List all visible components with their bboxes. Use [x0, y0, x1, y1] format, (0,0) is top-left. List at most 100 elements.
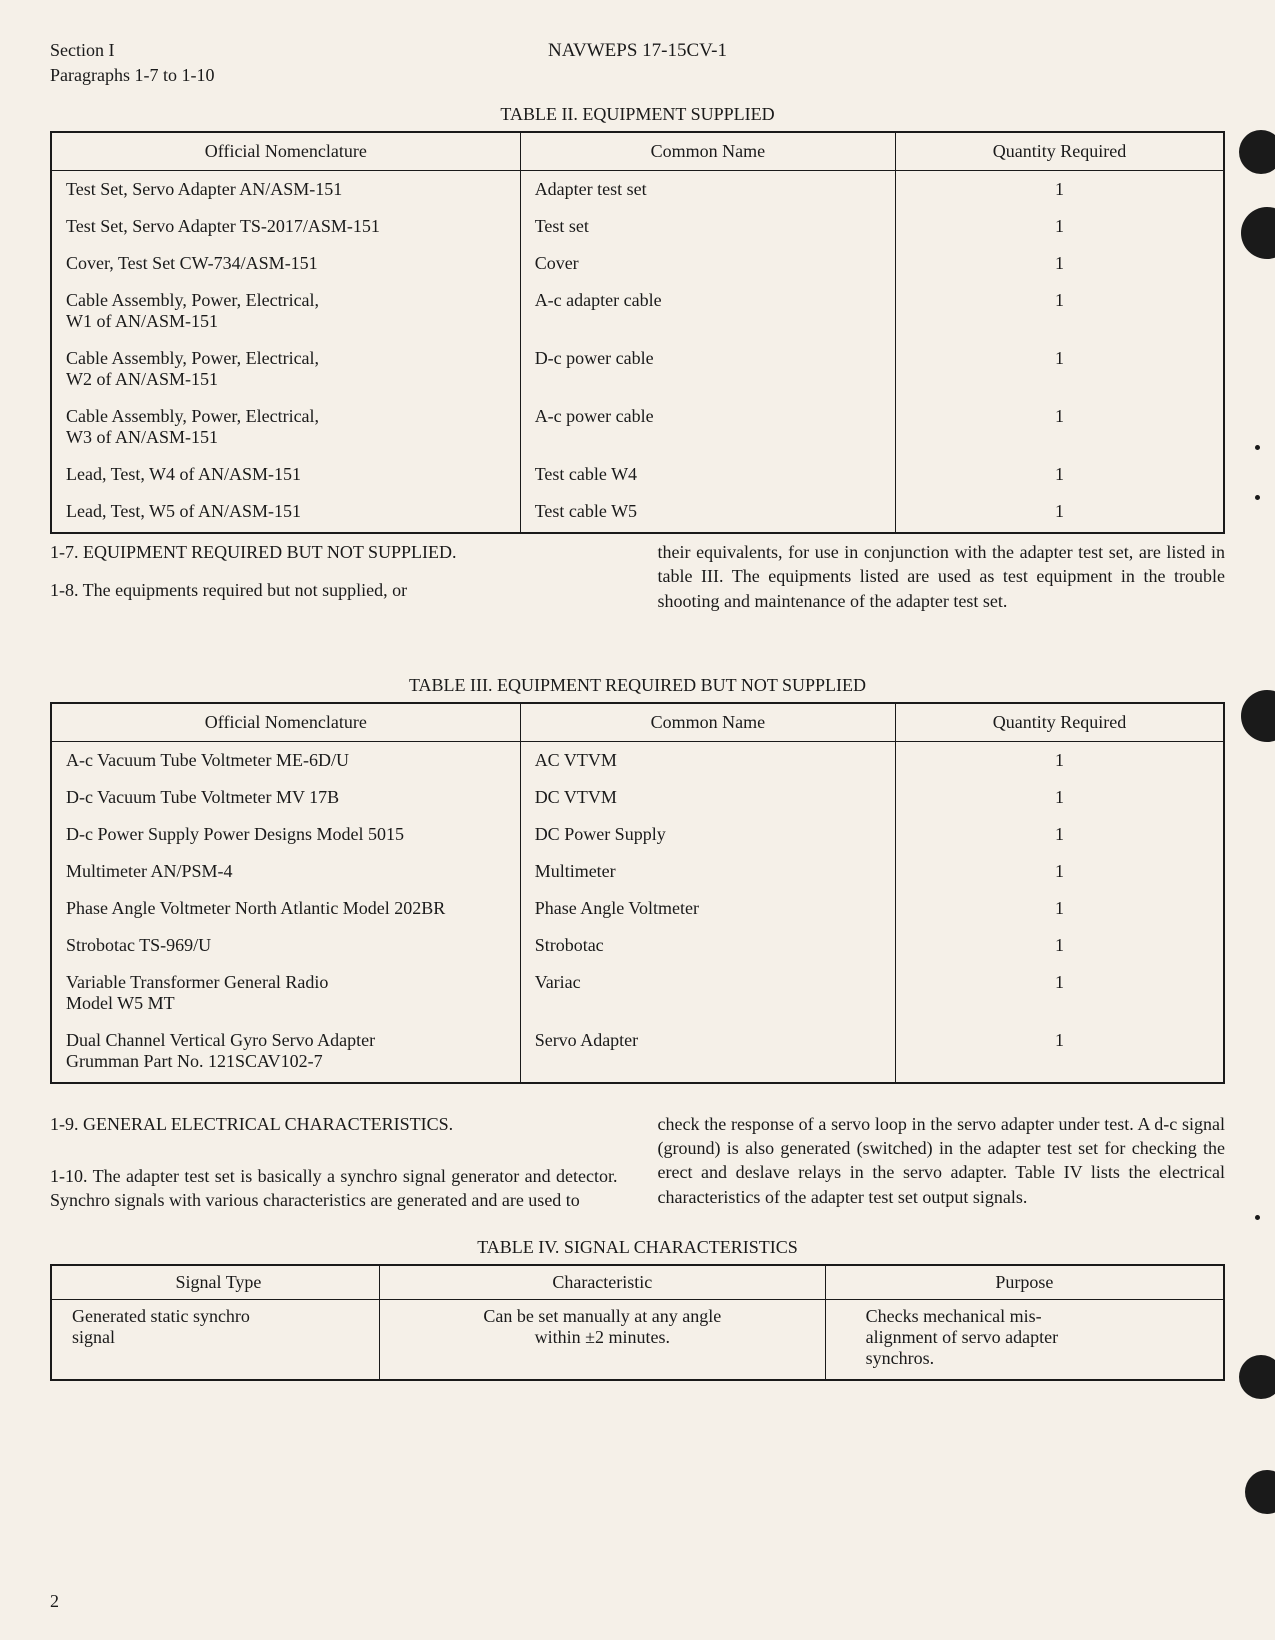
table3-header-nomenclature: Official Nomenclature	[51, 703, 520, 742]
para-1-10-continued: check the response of a servo loop in th…	[658, 1112, 1226, 1209]
table-cell: 1	[896, 456, 1224, 493]
table-cell: Test Set, Servo Adapter AN/ASM-151	[51, 171, 520, 209]
table-cell: A-c adapter cable	[520, 282, 895, 340]
table-row: A-c Vacuum Tube Voltmeter ME-6D/UAC VTVM…	[51, 741, 1224, 779]
table-cell: Phase Angle Voltmeter	[520, 890, 895, 927]
punch-hole	[1239, 130, 1275, 174]
table-cell: 1	[896, 208, 1224, 245]
table-cell: Test set	[520, 208, 895, 245]
table2-title: TABLE II. EQUIPMENT SUPPLIED	[50, 104, 1225, 125]
table-cell: 1	[896, 964, 1224, 1022]
table-cell: Cable Assembly, Power, Electrical, W3 of…	[51, 398, 520, 456]
table-cell: Variac	[520, 964, 895, 1022]
table-cell: Multimeter	[520, 853, 895, 890]
table-row: Cable Assembly, Power, Electrical, W2 of…	[51, 340, 1224, 398]
table3-header-quantity: Quantity Required	[896, 703, 1224, 742]
table-row: Cover, Test Set CW-734/ASM-151Cover1	[51, 245, 1224, 282]
table-row: Test Set, Servo Adapter AN/ASM-151Adapte…	[51, 171, 1224, 209]
table-cell: 1	[896, 853, 1224, 890]
table-row: Dual Channel Vertical Gyro Servo Adapter…	[51, 1022, 1224, 1083]
table3: Official Nomenclature Common Name Quanti…	[50, 702, 1225, 1084]
para-1-10: 1-10. The adapter test set is basically …	[50, 1164, 618, 1213]
para-1-9-heading: 1-9. GENERAL ELECTRICAL CHARACTERISTICS.	[50, 1112, 618, 1136]
table-cell: 1	[896, 171, 1224, 209]
table4-header-signal-type: Signal Type	[51, 1265, 379, 1300]
table-cell: 1	[896, 890, 1224, 927]
table-row: D-c Power Supply Power Designs Model 501…	[51, 816, 1224, 853]
body-text-2: 1-9. GENERAL ELECTRICAL CHARACTERISTICS.…	[50, 1112, 1225, 1227]
table-row: D-c Vacuum Tube Voltmeter MV 17BDC VTVM1	[51, 779, 1224, 816]
page-header: Section I NAVWEPS 17-15CV-1	[50, 40, 1225, 61]
table-cell: D-c power cable	[520, 340, 895, 398]
table-cell: A-c power cable	[520, 398, 895, 456]
para-1-8: 1-8. The equipments required but not sup…	[50, 578, 618, 602]
table2-header-quantity: Quantity Required	[896, 132, 1224, 171]
table4-header-purpose: Purpose	[825, 1265, 1224, 1300]
table-cell: Adapter test set	[520, 171, 895, 209]
punch-hole	[1239, 1355, 1275, 1399]
table-row: Variable Transformer General Radio Model…	[51, 964, 1224, 1022]
table-cell: Phase Angle Voltmeter North Atlantic Mod…	[51, 890, 520, 927]
table-row: Multimeter AN/PSM-4Multimeter1	[51, 853, 1224, 890]
table-cell: Variable Transformer General Radio Model…	[51, 964, 520, 1022]
table-cell: 1	[896, 741, 1224, 779]
table-cell: Cable Assembly, Power, Electrical, W1 of…	[51, 282, 520, 340]
table-cell: Cover	[520, 245, 895, 282]
table4: Signal Type Characteristic Purpose Gener…	[50, 1264, 1225, 1381]
table-cell: DC Power Supply	[520, 816, 895, 853]
punch-hole	[1241, 690, 1275, 742]
table-cell: AC VTVM	[520, 741, 895, 779]
page-number: 2	[50, 1591, 59, 1612]
para-1-8-continued: their equivalents, for use in conjunctio…	[658, 540, 1226, 613]
table-cell: D-c Vacuum Tube Voltmeter MV 17B	[51, 779, 520, 816]
section-label: Section I	[50, 40, 115, 61]
table-row: Lead, Test, W5 of AN/ASM-151Test cable W…	[51, 493, 1224, 533]
table-cell: Cover, Test Set CW-734/ASM-151	[51, 245, 520, 282]
table2-header-common-name: Common Name	[520, 132, 895, 171]
table2: Official Nomenclature Common Name Quanti…	[50, 131, 1225, 534]
table2-header-nomenclature: Official Nomenclature	[51, 132, 520, 171]
table-cell: Lead, Test, W4 of AN/ASM-151	[51, 456, 520, 493]
table-cell: Generated static synchro signal	[51, 1299, 379, 1380]
table-cell: 1	[896, 493, 1224, 533]
mark	[1255, 1215, 1260, 1220]
table-row: Phase Angle Voltmeter North Atlantic Mod…	[51, 890, 1224, 927]
paragraphs-label: Paragraphs 1-7 to 1-10	[50, 65, 1225, 86]
table-cell: Checks mechanical mis- alignment of serv…	[825, 1299, 1224, 1380]
table-row: Cable Assembly, Power, Electrical, W3 of…	[51, 398, 1224, 456]
table-cell: Test cable W4	[520, 456, 895, 493]
doc-number: NAVWEPS 17-15CV-1	[548, 40, 727, 62]
mark	[1255, 495, 1260, 500]
table-row: Lead, Test, W4 of AN/ASM-151Test cable W…	[51, 456, 1224, 493]
table-cell: 1	[896, 816, 1224, 853]
table-row: Strobotac TS-969/UStrobotac1	[51, 927, 1224, 964]
table-cell: DC VTVM	[520, 779, 895, 816]
table-cell: 1	[896, 927, 1224, 964]
table-row: Cable Assembly, Power, Electrical, W1 of…	[51, 282, 1224, 340]
table-cell: Test Set, Servo Adapter TS-2017/ASM-151	[51, 208, 520, 245]
table4-header-characteristic: Characteristic	[379, 1265, 825, 1300]
table-cell: Servo Adapter	[520, 1022, 895, 1083]
table-cell: Strobotac TS-969/U	[51, 927, 520, 964]
table-cell: Dual Channel Vertical Gyro Servo Adapter…	[51, 1022, 520, 1083]
para-1-7-heading: 1-7. EQUIPMENT REQUIRED BUT NOT SUPPLIED…	[50, 540, 618, 564]
table-cell: Can be set manually at any angle within …	[379, 1299, 825, 1380]
table-row: Test Set, Servo Adapter TS-2017/ASM-151T…	[51, 208, 1224, 245]
table-cell: 1	[896, 398, 1224, 456]
table-cell: 1	[896, 245, 1224, 282]
table4-title: TABLE IV. SIGNAL CHARACTERISTICS	[50, 1237, 1225, 1258]
table-cell: 1	[896, 1022, 1224, 1083]
table-cell: 1	[896, 282, 1224, 340]
table-cell: Lead, Test, W5 of AN/ASM-151	[51, 493, 520, 533]
table-row: Generated static synchro signalCan be se…	[51, 1299, 1224, 1380]
table-cell: 1	[896, 340, 1224, 398]
table-cell: Cable Assembly, Power, Electrical, W2 of…	[51, 340, 520, 398]
table3-title: TABLE III. EQUIPMENT REQUIRED BUT NOT SU…	[50, 675, 1225, 696]
table3-header-common-name: Common Name	[520, 703, 895, 742]
punch-hole	[1245, 1470, 1275, 1514]
table-cell: Strobotac	[520, 927, 895, 964]
table-cell: Test cable W5	[520, 493, 895, 533]
table-cell: 1	[896, 779, 1224, 816]
punch-hole	[1241, 207, 1275, 259]
table-cell: Multimeter AN/PSM-4	[51, 853, 520, 890]
